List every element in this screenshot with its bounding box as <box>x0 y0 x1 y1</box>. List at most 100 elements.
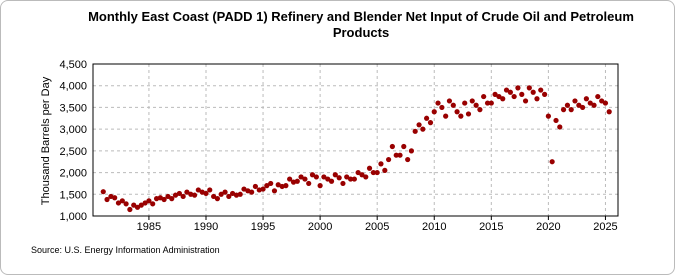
point <box>481 93 487 100</box>
point <box>131 202 137 208</box>
point <box>564 102 571 108</box>
point <box>397 152 403 158</box>
point <box>347 176 354 182</box>
point <box>336 175 342 181</box>
point <box>583 96 589 102</box>
point <box>568 107 574 113</box>
point <box>595 93 601 100</box>
point <box>420 126 426 132</box>
point <box>195 187 201 193</box>
point <box>100 189 106 195</box>
point <box>557 124 563 130</box>
point <box>572 98 578 104</box>
point <box>317 183 323 189</box>
point <box>191 192 198 198</box>
point <box>184 189 190 195</box>
point <box>169 196 175 202</box>
point <box>161 196 167 203</box>
point <box>229 190 236 197</box>
point <box>104 196 110 203</box>
point <box>446 98 453 104</box>
x-tick-label: 2020 <box>536 221 560 233</box>
point <box>226 193 232 200</box>
point <box>313 174 319 180</box>
point <box>515 85 521 91</box>
point <box>587 100 593 106</box>
point <box>370 169 377 176</box>
point <box>454 109 460 115</box>
point <box>249 189 255 195</box>
point <box>389 143 395 150</box>
point <box>465 111 472 117</box>
point <box>309 172 316 178</box>
point <box>146 198 152 204</box>
point <box>477 107 483 113</box>
point <box>416 122 422 128</box>
point <box>321 174 327 180</box>
point <box>439 104 445 111</box>
point <box>401 143 407 150</box>
point <box>435 100 441 106</box>
point <box>355 169 361 176</box>
point <box>599 98 605 104</box>
point <box>507 89 513 95</box>
y-tick-label: 4,000 <box>59 81 87 93</box>
point <box>553 117 559 124</box>
point <box>405 156 411 163</box>
point <box>450 102 456 108</box>
point <box>534 96 540 102</box>
point <box>142 200 148 206</box>
point <box>503 87 510 93</box>
point <box>134 204 141 210</box>
point <box>424 115 430 121</box>
point <box>176 190 182 197</box>
point <box>222 189 228 195</box>
point <box>542 91 548 97</box>
point <box>328 178 335 184</box>
point <box>271 188 278 194</box>
x-tick-label: 2000 <box>308 221 332 233</box>
point <box>522 98 529 104</box>
point <box>138 202 144 208</box>
point <box>530 89 536 95</box>
point <box>325 176 331 182</box>
point <box>606 109 612 115</box>
point <box>576 102 582 108</box>
point <box>119 198 125 204</box>
y-axis-label: Thousand Barrels per Day <box>40 76 52 205</box>
point <box>287 176 293 182</box>
point <box>112 195 118 201</box>
point <box>359 172 365 178</box>
y-tick-label: 3,000 <box>59 124 87 136</box>
point <box>172 192 179 198</box>
point <box>560 107 567 113</box>
point <box>306 180 312 187</box>
point <box>165 193 171 200</box>
point <box>283 183 289 189</box>
x-tick-label: 2010 <box>422 221 446 233</box>
y-tick-label: 1,500 <box>59 189 87 201</box>
point <box>393 152 399 158</box>
point <box>385 156 392 163</box>
point <box>378 161 384 167</box>
point <box>214 196 221 202</box>
point <box>443 113 449 119</box>
x-tick-label: 1985 <box>137 221 161 233</box>
point <box>580 104 586 111</box>
point <box>484 100 491 106</box>
point <box>363 174 369 180</box>
x-tick-label: 1995 <box>251 221 275 233</box>
plot-area <box>92 63 619 217</box>
y-tick-label: 2,500 <box>59 146 87 158</box>
y-tick-label: 3,500 <box>59 102 87 114</box>
point <box>241 186 247 192</box>
point <box>275 182 281 188</box>
point <box>500 96 506 102</box>
point <box>344 174 350 180</box>
point <box>431 109 437 115</box>
y-tick-label: 2,000 <box>59 168 87 180</box>
point <box>127 206 133 213</box>
point <box>203 190 209 197</box>
